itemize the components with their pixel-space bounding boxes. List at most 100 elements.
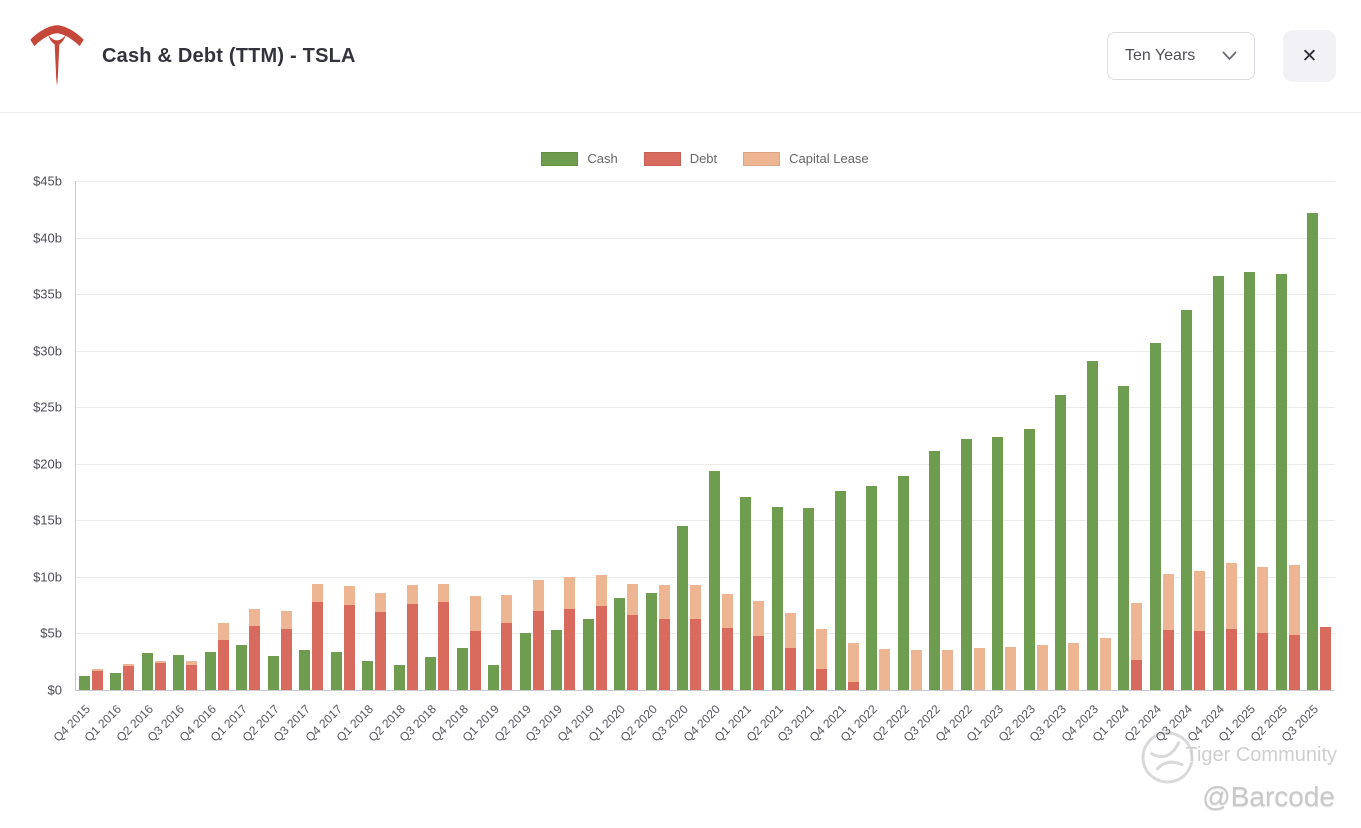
capital-lease-bar	[1194, 571, 1206, 632]
capital-lease-bar	[784, 613, 796, 649]
gridline	[75, 181, 1335, 182]
legend-item-cash[interactable]: Cash	[541, 151, 618, 166]
debt-bar	[501, 623, 513, 690]
capital-lease-bar	[312, 583, 324, 602]
y-axis-tick-label: $0	[47, 682, 62, 698]
debt-bar	[438, 601, 450, 690]
capital-lease-bar	[501, 595, 513, 624]
capital-lease-bar	[1131, 602, 1143, 660]
cash-bar	[1244, 271, 1256, 690]
capital-lease-bar	[753, 600, 765, 636]
debt-bar	[564, 608, 576, 690]
cash-bar	[582, 618, 594, 690]
capital-lease-bar	[910, 650, 922, 690]
gridline	[75, 294, 1335, 296]
legend-swatch	[541, 151, 579, 166]
legend-label: Debt	[689, 151, 718, 166]
debt-bar	[753, 635, 765, 690]
time-range-value: Ten Years	[1125, 47, 1196, 64]
cash-bar	[1086, 360, 1098, 690]
debt-bar	[1162, 630, 1174, 690]
cash-bar	[614, 598, 626, 690]
capital-lease-bar	[1068, 642, 1080, 690]
capital-lease-bar	[123, 663, 135, 667]
capital-lease-bar	[879, 649, 891, 690]
capital-lease-bar	[627, 583, 639, 616]
cash-bar	[393, 665, 405, 690]
capital-lease-bar	[91, 668, 103, 671]
cash-bar	[110, 673, 122, 690]
legend-item-capital-lease[interactable]: Capital Lease	[743, 151, 869, 166]
close-button[interactable]: ✕	[1283, 30, 1336, 82]
debt-bar	[154, 662, 166, 690]
capital-lease-bar	[564, 576, 576, 609]
capital-lease-bar	[217, 623, 229, 641]
cash-bar	[834, 490, 846, 690]
watermark-handle: @Barcode	[1202, 781, 1335, 812]
capital-lease-bar	[1162, 573, 1174, 631]
capital-lease-bar	[847, 642, 859, 683]
debt-bar	[123, 666, 135, 690]
cash-bar	[1055, 394, 1067, 690]
debt-bar	[375, 612, 387, 690]
cash-bar	[960, 438, 972, 690]
cash-bar	[866, 486, 878, 690]
capital-lease-bar	[1005, 647, 1017, 690]
debt-bar	[1257, 633, 1269, 690]
capital-lease-bar	[1257, 566, 1269, 634]
capital-lease-bar	[942, 650, 954, 690]
cash-bar	[173, 654, 185, 690]
y-axis-tick-label: $30b	[33, 343, 62, 359]
debt-bar	[1320, 626, 1332, 690]
cash-bar	[1275, 273, 1287, 690]
cash-bar	[456, 648, 468, 690]
gridline	[75, 237, 1335, 239]
debt-bar	[816, 668, 828, 690]
debt-bar	[343, 605, 355, 690]
cash-bar	[551, 630, 563, 690]
cash-bar	[425, 657, 437, 690]
gridline	[75, 633, 1335, 635]
time-range-dropdown[interactable]: Ten Years	[1107, 32, 1255, 80]
cash-bar	[677, 526, 689, 690]
y-axis-tick-label: $20b	[33, 456, 62, 472]
tiger-community-logo-icon	[1141, 731, 1194, 784]
cash-bar	[645, 592, 657, 690]
close-icon: ✕	[1301, 45, 1318, 67]
cash-bar	[1181, 309, 1193, 690]
cash-bar	[267, 656, 279, 690]
gridline	[75, 407, 1335, 409]
debt-bar	[1225, 628, 1237, 690]
gridline	[75, 576, 1335, 578]
cash-bar	[204, 651, 216, 690]
capital-lease-bar	[595, 574, 607, 607]
capital-lease-bar	[186, 660, 198, 666]
cash-bar	[141, 652, 153, 690]
debt-bar	[847, 682, 859, 690]
debt-bar	[469, 631, 481, 690]
debt-bar	[721, 627, 733, 690]
legend-item-debt[interactable]: Debt	[643, 151, 718, 166]
x-axis-line	[75, 690, 1335, 691]
debt-bar	[1288, 634, 1300, 690]
cash-bar	[897, 476, 909, 690]
cash-bar	[929, 451, 941, 690]
gridline	[75, 463, 1335, 465]
capital-lease-bar	[1288, 564, 1300, 635]
chart-legend: Cash Debt Capital Lease	[75, 151, 1335, 166]
y-axis-tick-label: $45b	[33, 173, 62, 189]
cash-bar	[1149, 342, 1161, 690]
debt-bar	[312, 601, 324, 690]
debt-bar	[1194, 631, 1206, 690]
legend-swatch	[743, 151, 781, 166]
cash-bar	[78, 676, 90, 690]
debt-bar	[1131, 659, 1143, 690]
y-axis-tick-label: $40b	[33, 230, 62, 246]
debt-bar	[91, 670, 103, 690]
capital-lease-bar	[343, 586, 355, 606]
capital-lease-bar	[816, 628, 828, 669]
gridline	[75, 520, 1335, 522]
cash-bar	[803, 507, 815, 690]
debt-bar	[595, 606, 607, 690]
